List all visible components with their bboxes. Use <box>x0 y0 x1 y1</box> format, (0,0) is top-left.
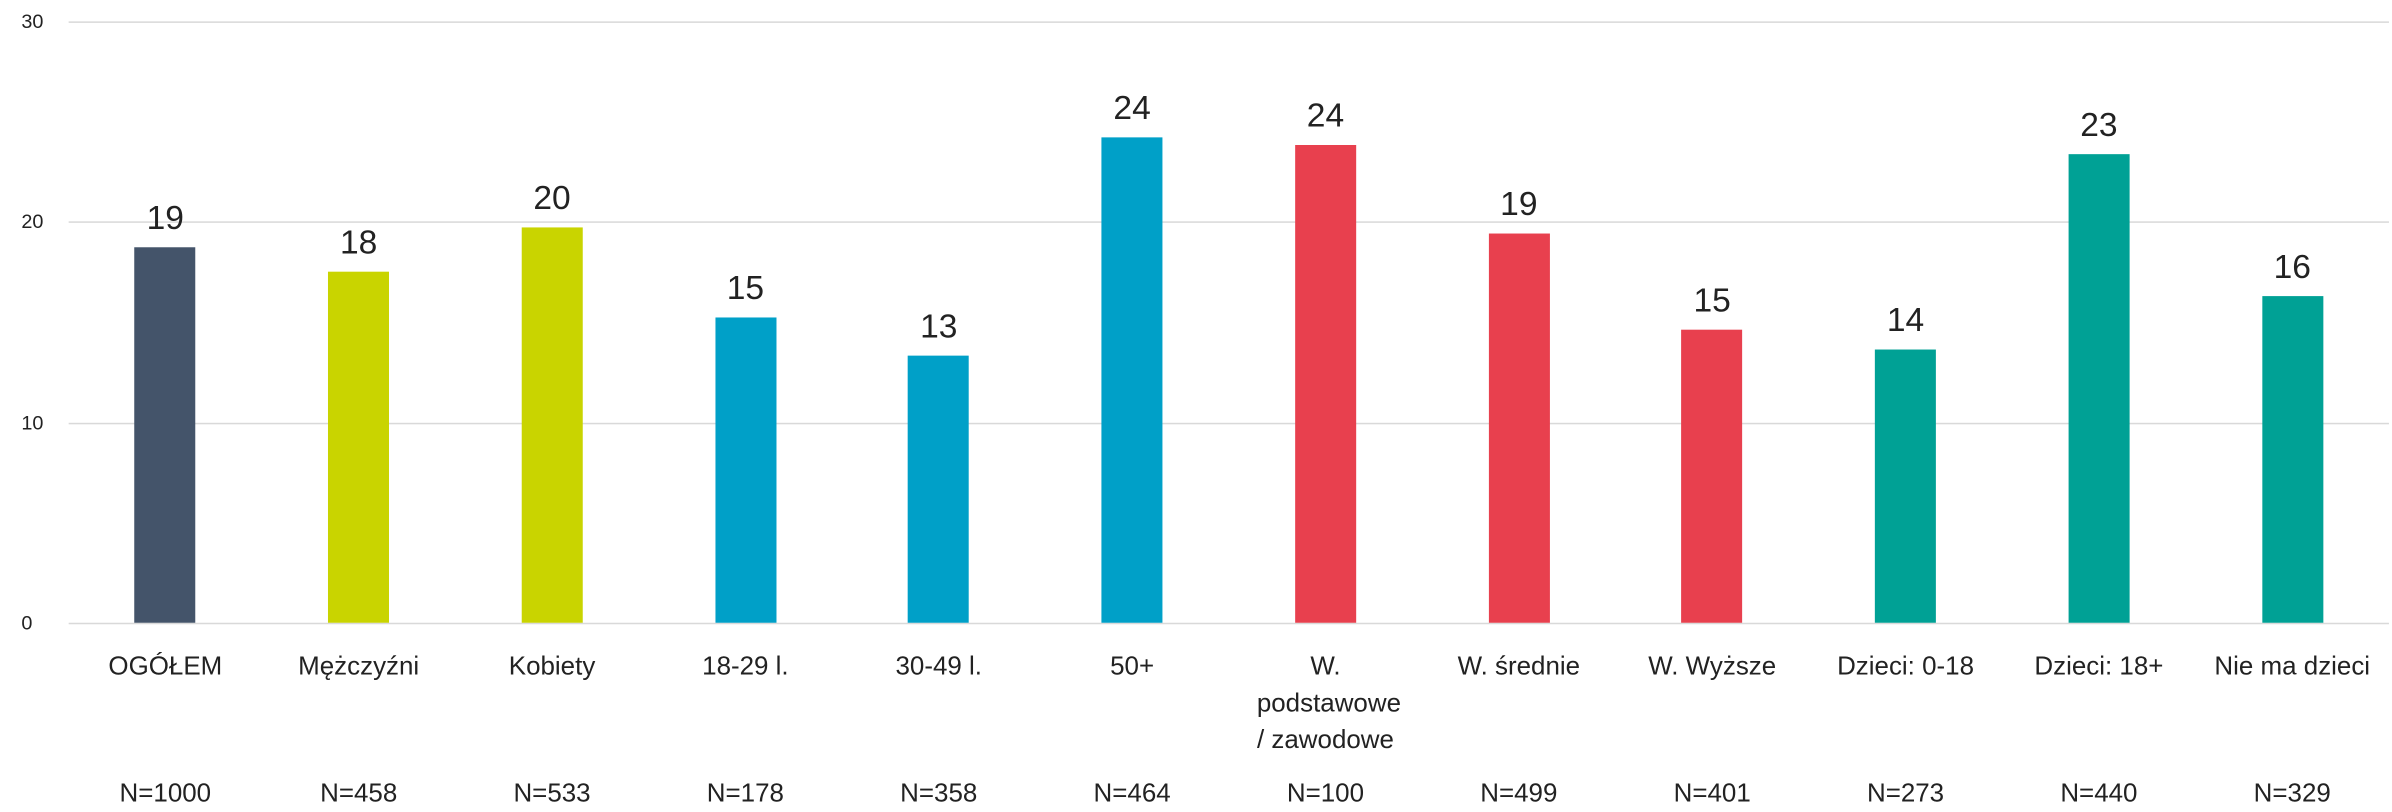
bar <box>1101 137 1163 623</box>
value-label: 13 <box>920 307 958 346</box>
bar <box>714 318 776 623</box>
sample-size: N=499 <box>1480 778 1558 808</box>
grid-line <box>68 21 2389 23</box>
x-tick-label: W. Wyższe <box>1648 651 1777 681</box>
x-tick-label: 50+ <box>1110 651 1155 681</box>
y-tick-label: 30 <box>21 9 44 33</box>
bar <box>1488 233 1550 623</box>
value-label: 15 <box>1693 281 1731 320</box>
x-tick-label: Nie ma dzieci <box>2214 651 2371 681</box>
value-label: 18 <box>339 223 378 262</box>
sample-size: N=100 <box>1286 778 1365 808</box>
y-tick-label: 0 <box>21 611 33 635</box>
bar <box>2261 295 2323 623</box>
y-tick-label: 20 <box>21 210 44 234</box>
x-tick-label: W. podstawowe / zawodowe <box>1256 651 1402 755</box>
value-label: 15 <box>726 269 765 308</box>
sample-size: N=273 <box>1866 778 1945 808</box>
sample-size: N=440 <box>2060 778 2138 808</box>
value-label: 20 <box>533 178 571 218</box>
sample-size: N=1000 <box>119 778 212 808</box>
value-label: 16 <box>2273 247 2311 286</box>
bar <box>2068 153 2130 623</box>
bar <box>1681 330 1743 623</box>
sample-size: N=464 <box>1093 778 1171 808</box>
x-tick-label: 18-29 l. <box>702 651 789 681</box>
bar <box>1294 145 1356 623</box>
x-tick-label: Mężczyźni <box>298 651 420 681</box>
sample-size: N=178 <box>706 778 784 808</box>
bar <box>1875 350 1937 623</box>
value-label: 24 <box>1113 88 1151 127</box>
x-tick-label: Kobiety <box>508 651 596 681</box>
y-tick-label: 10 <box>21 410 44 434</box>
x-tick-label: Dzieci: 0-18 <box>1837 651 1975 681</box>
bar <box>134 247 196 623</box>
x-tick-label: W. średnie <box>1457 651 1581 681</box>
x-tick-label: Dzieci: 18+ <box>2034 651 2164 681</box>
value-label: 23 <box>2080 104 2118 143</box>
bar <box>328 271 390 623</box>
x-tick-label: OGÓŁEM <box>108 651 223 681</box>
grid-line <box>68 221 2389 224</box>
sample-size: N=358 <box>900 778 978 808</box>
bar <box>908 356 970 623</box>
bar <box>521 227 583 623</box>
value-label: 14 <box>1886 301 1925 340</box>
sample-size: N=458 <box>320 778 398 808</box>
value-label: 24 <box>1306 96 1345 135</box>
sample-size: N=329 <box>2253 778 2331 808</box>
grid-line <box>68 422 2389 424</box>
grid-line <box>68 622 2389 625</box>
x-tick-label: 30-49 l. <box>895 651 982 681</box>
sample-size: N=401 <box>1673 778 1751 808</box>
value-label: 19 <box>146 199 184 238</box>
value-label: 19 <box>1500 184 1538 224</box>
sample-size: N=533 <box>513 778 591 808</box>
